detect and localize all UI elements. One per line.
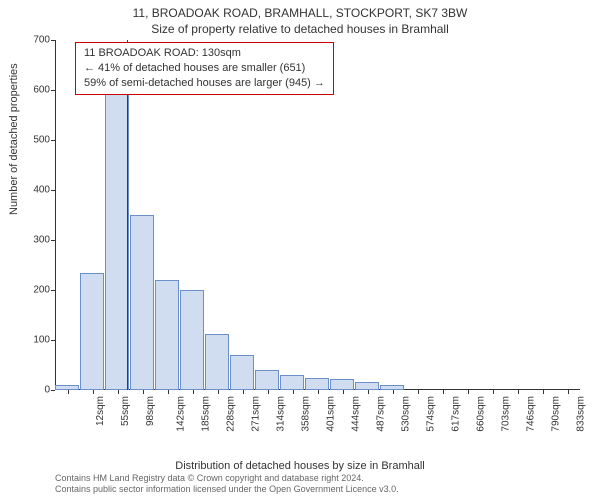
x-tick-mark	[218, 390, 219, 394]
x-tick-mark	[368, 390, 369, 394]
x-tick-mark	[543, 390, 544, 394]
histogram-bar	[180, 290, 204, 390]
histogram-bar	[105, 93, 129, 391]
histogram-bar	[355, 382, 379, 390]
x-tick-label: 703sqm	[500, 396, 511, 432]
annotation-line3: 59% of semi-detached houses are larger (…	[84, 76, 325, 91]
x-tick-label: 746sqm	[525, 396, 536, 432]
y-tick-mark	[51, 290, 55, 291]
x-tick-label: 314sqm	[275, 396, 286, 432]
chart-title-line1: 11, BROADOAK ROAD, BRAMHALL, STOCKPORT, …	[0, 6, 600, 20]
x-tick-mark	[468, 390, 469, 394]
x-tick-mark	[68, 390, 69, 394]
x-tick-mark	[318, 390, 319, 394]
x-tick-label: 185sqm	[200, 396, 211, 432]
x-tick-mark	[193, 390, 194, 394]
x-tick-label: 660sqm	[475, 396, 486, 432]
y-tick-label: 300	[33, 235, 50, 246]
y-axis-label: Number of detached properties	[8, 63, 20, 215]
y-tick-mark	[51, 190, 55, 191]
annotation-line1: 11 BROADOAK ROAD: 130sqm	[84, 46, 325, 61]
x-tick-mark	[493, 390, 494, 394]
annotation-line2: ← 41% of detached houses are smaller (65…	[84, 61, 325, 76]
chart-title-line2: Size of property relative to detached ho…	[0, 22, 600, 36]
x-tick-label: 12sqm	[95, 396, 106, 426]
footer-line1: Contains HM Land Registry data © Crown c…	[55, 473, 399, 485]
histogram-bar	[230, 355, 254, 390]
x-tick-mark	[393, 390, 394, 394]
histogram-bar	[305, 378, 329, 391]
histogram-bar	[205, 334, 229, 391]
y-tick-label: 500	[33, 135, 50, 146]
annotation-box: 11 BROADOAK ROAD: 130sqm ← 41% of detach…	[75, 42, 334, 95]
x-tick-label: 833sqm	[575, 396, 586, 432]
x-axis-label: Distribution of detached houses by size …	[0, 460, 600, 472]
y-tick-label: 200	[33, 285, 50, 296]
y-tick-label: 400	[33, 185, 50, 196]
y-tick-label: 100	[33, 335, 50, 346]
x-tick-label: 790sqm	[550, 396, 561, 432]
x-tick-mark	[268, 390, 269, 394]
x-tick-mark	[243, 390, 244, 394]
y-tick-label: 600	[33, 85, 50, 96]
x-tick-mark	[93, 390, 94, 394]
x-tick-mark	[118, 390, 119, 394]
x-tick-mark	[343, 390, 344, 394]
x-tick-mark	[143, 390, 144, 394]
y-tick-mark	[51, 40, 55, 41]
x-tick-label: 358sqm	[300, 396, 311, 432]
y-tick-mark	[51, 390, 55, 391]
y-tick-label: 0	[44, 385, 50, 396]
y-tick-mark	[51, 340, 55, 341]
x-tick-label: 617sqm	[450, 396, 461, 432]
histogram-bar	[255, 370, 279, 390]
x-tick-mark	[568, 390, 569, 394]
x-tick-label: 271sqm	[250, 396, 261, 432]
x-tick-mark	[518, 390, 519, 394]
x-tick-label: 444sqm	[350, 396, 361, 432]
y-tick-mark	[51, 90, 55, 91]
y-tick-label: 700	[33, 35, 50, 46]
x-tick-label: 487sqm	[375, 396, 386, 432]
footer-text: Contains HM Land Registry data © Crown c…	[55, 473, 399, 496]
x-tick-mark	[168, 390, 169, 394]
x-tick-label: 55sqm	[120, 396, 131, 426]
x-tick-mark	[293, 390, 294, 394]
x-tick-label: 228sqm	[225, 396, 236, 432]
histogram-bar	[330, 379, 354, 390]
y-tick-mark	[51, 240, 55, 241]
x-tick-mark	[443, 390, 444, 394]
y-tick-mark	[51, 140, 55, 141]
x-tick-label: 401sqm	[325, 396, 336, 432]
x-tick-mark	[418, 390, 419, 394]
x-tick-label: 142sqm	[175, 396, 186, 432]
histogram-bar	[80, 273, 104, 391]
histogram-bar	[130, 215, 154, 390]
x-tick-label: 530sqm	[400, 396, 411, 432]
footer-line2: Contains public sector information licen…	[55, 484, 399, 496]
x-tick-label: 98sqm	[145, 396, 156, 426]
y-axis-line	[55, 40, 56, 390]
x-tick-label: 574sqm	[425, 396, 436, 432]
histogram-bar	[280, 375, 304, 390]
histogram-bar	[155, 280, 179, 390]
